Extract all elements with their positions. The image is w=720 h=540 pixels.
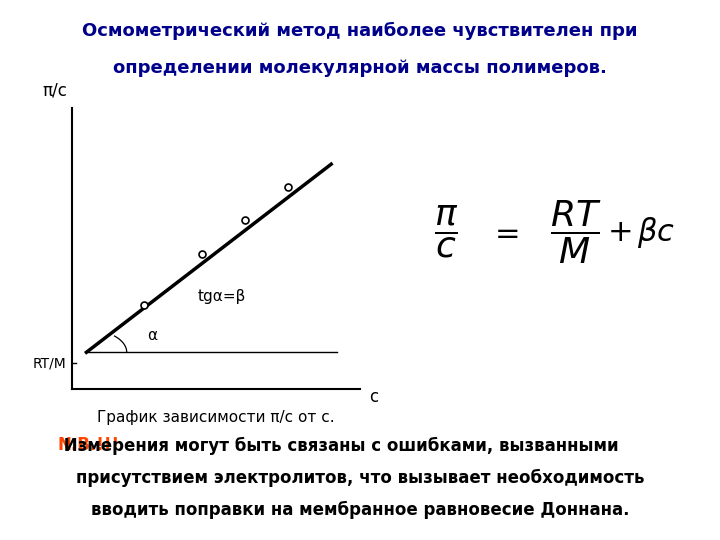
Text: tgα=β: tgα=β [197,289,246,303]
Text: присутствием электролитов, что вызывает необходимость: присутствием электролитов, что вызывает … [76,469,644,487]
Text: α: α [148,328,158,343]
Text: $\dfrac{RT}{M}$: $\dfrac{RT}{M}$ [550,199,602,266]
Text: RT/M: RT/M [32,356,66,370]
Text: вводить поправки на мембранное равновесие Доннана.: вводить поправки на мембранное равновеси… [91,501,629,519]
Text: определении молекулярной массы полимеров.: определении молекулярной массы полимеров… [113,59,607,77]
Text: График зависимости π/c от с.: График зависимости π/c от с. [97,410,335,426]
Text: $\dfrac{\pi}{c}$: $\dfrac{\pi}{c}$ [434,204,459,260]
Text: N.B.!!!: N.B.!!! [58,436,120,455]
Text: Измерения могут быть связаны с ошибками, вызванными: Измерения могут быть связаны с ошибками,… [58,436,618,455]
Text: c: c [369,388,378,406]
Text: $+ \,\beta c$: $+ \,\beta c$ [607,215,675,249]
Text: Осмометрический метод наиболее чувствителен при: Осмометрический метод наиболее чувствите… [82,22,638,40]
Text: $=$: $=$ [489,218,519,247]
Text: π/c: π/c [42,82,67,99]
